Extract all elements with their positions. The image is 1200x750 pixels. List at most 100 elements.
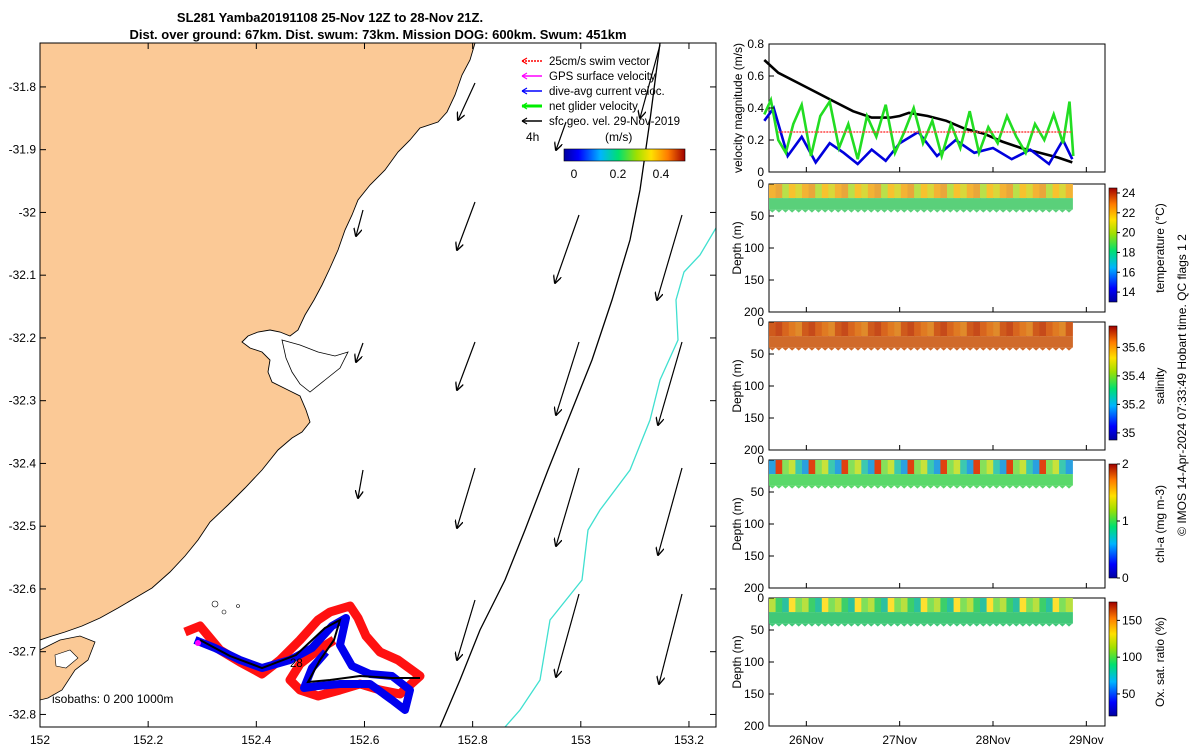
y-tick-label: -32.7 xyxy=(9,645,37,659)
section-cell xyxy=(861,474,869,486)
section-cell xyxy=(874,460,882,475)
section-cell xyxy=(920,322,928,337)
section-profile-tip xyxy=(782,623,789,627)
section-cell xyxy=(782,612,790,624)
title-line-2: Dist. over ground: 67km. Dist. swum: 73k… xyxy=(129,27,626,42)
section-profile-tip xyxy=(900,209,908,213)
section-cell xyxy=(1013,598,1021,613)
section-cell xyxy=(841,322,849,337)
section-cell xyxy=(907,460,915,475)
section-cell xyxy=(821,460,829,475)
section-profile-tip xyxy=(788,347,796,351)
section-profile-tip xyxy=(867,347,875,351)
section-cell xyxy=(1026,322,1034,337)
geostrophic-velocity-arrow xyxy=(458,82,476,120)
section-cell xyxy=(993,474,1001,486)
section-cell xyxy=(920,336,928,348)
map-colorbar-tick: 0.4 xyxy=(653,167,670,181)
section-profile-tip xyxy=(1013,485,1020,489)
section-cell xyxy=(907,612,915,624)
section-profile-tip xyxy=(927,485,934,489)
section-profile-tip xyxy=(1019,347,1027,351)
section-profile-tip xyxy=(966,209,974,213)
section-cell xyxy=(933,460,942,475)
section-cell xyxy=(1059,460,1067,475)
y-tick-label: -32.8 xyxy=(9,707,37,721)
section-cell xyxy=(1032,322,1040,337)
section-profile-tip xyxy=(769,209,776,213)
section-cell xyxy=(769,322,777,337)
geostrophic-velocity-arrow xyxy=(658,467,683,555)
section-cell xyxy=(848,198,856,210)
section-profile-tip xyxy=(960,623,967,627)
section-cell xyxy=(973,184,981,199)
section-cell xyxy=(775,460,783,475)
section-cell xyxy=(834,322,843,337)
section-profile-tip xyxy=(933,347,941,351)
section-cell xyxy=(775,612,783,624)
section-profile-tip xyxy=(940,347,947,351)
section-cell xyxy=(907,474,915,486)
section-cell xyxy=(914,322,922,337)
section-cell xyxy=(1006,612,1014,624)
section-cell xyxy=(940,474,948,486)
section-cell xyxy=(927,336,935,348)
section-cell xyxy=(874,598,882,613)
section-profile-tip xyxy=(986,623,994,627)
velocity-y-axis: 0 0.2 0.4 0.6 0.8 xyxy=(747,37,1087,179)
geostrophic-velocity-arrow xyxy=(556,593,580,677)
section-profile-tip xyxy=(1039,623,1047,627)
colorbar-label: salinity xyxy=(1153,368,1167,405)
section-cell xyxy=(1059,184,1067,199)
section-cell xyxy=(986,598,994,613)
section-profile-tip xyxy=(1052,623,1060,627)
section-cell xyxy=(788,460,796,475)
section-cell xyxy=(966,598,974,613)
section-cell xyxy=(881,198,889,210)
map-panel: 28 152 152.2 152.4 152.6 152.8 153 153.2 -31.8… xyxy=(9,42,717,747)
section-cell xyxy=(1052,198,1060,210)
section-cell xyxy=(874,184,882,199)
section-cell xyxy=(881,322,889,337)
section-cell xyxy=(867,184,876,199)
velocity-y-tick-label: 0.6 xyxy=(747,69,764,83)
section-cell xyxy=(848,598,856,613)
section-cell xyxy=(960,322,968,337)
section-cell xyxy=(1065,460,1073,475)
section-cell xyxy=(874,474,882,486)
section-cell xyxy=(927,184,935,199)
y-tick-label: -32.6 xyxy=(9,582,37,596)
section-cell xyxy=(821,474,829,486)
section-cell xyxy=(993,322,1001,337)
section-profile-tip xyxy=(894,623,901,627)
section-cell xyxy=(874,322,882,337)
section-cell xyxy=(999,336,1007,348)
section-cell xyxy=(815,336,823,348)
section-cell xyxy=(828,198,836,210)
legend-arrowhead xyxy=(521,72,528,80)
section-cell xyxy=(1039,474,1047,486)
section-cell xyxy=(834,198,843,210)
section-profile-tip xyxy=(1013,347,1020,351)
section-cell xyxy=(821,612,829,624)
section-cell xyxy=(960,460,968,475)
section-cell xyxy=(808,460,816,475)
section-profile-tip xyxy=(815,209,822,213)
section-y-tick-label: 150 xyxy=(744,549,764,563)
map-legend: 25cm/s swim vector GPS surface velocity di… xyxy=(521,56,680,128)
section-profile-tip xyxy=(802,485,809,489)
section-cell xyxy=(900,198,909,210)
section-profile-tip xyxy=(1026,209,1033,213)
section-profile-tip xyxy=(782,485,789,489)
section-cell xyxy=(788,184,796,199)
section-cell xyxy=(1026,474,1034,486)
section-cell xyxy=(1039,184,1047,199)
section-cell xyxy=(973,474,981,486)
section-cell xyxy=(947,184,955,199)
section-cell xyxy=(782,598,790,613)
section-cell xyxy=(881,336,889,348)
section-cell xyxy=(788,612,796,624)
section-profile-tip xyxy=(795,485,802,489)
section-cell xyxy=(947,322,955,337)
section-cell xyxy=(881,460,889,475)
